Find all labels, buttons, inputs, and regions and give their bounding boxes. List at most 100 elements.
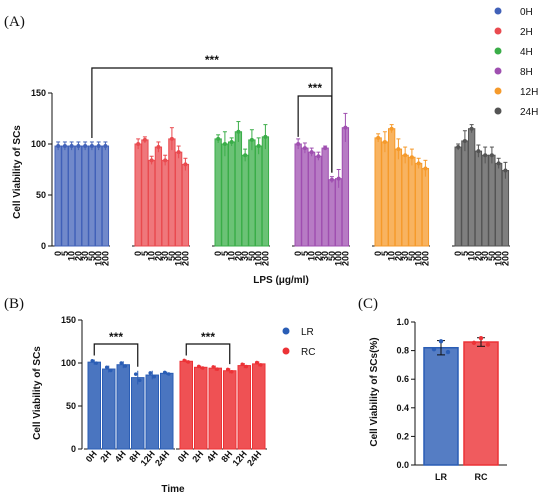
data-point <box>215 367 220 371</box>
data-point <box>200 366 205 370</box>
data-point <box>90 359 95 363</box>
data-point <box>263 134 268 139</box>
x-tick-label: 50 <box>487 251 497 261</box>
x-tick-label: 10 <box>147 251 157 261</box>
y-tick-label: 0.0 <box>396 460 409 470</box>
bar <box>468 128 476 247</box>
x-tick-label: 0H <box>84 449 99 464</box>
bar <box>101 145 110 247</box>
bar <box>168 138 176 247</box>
bar <box>102 368 116 450</box>
x-tick-label: LR <box>435 472 447 482</box>
x-tick-label: 0 <box>293 251 303 256</box>
x-tick-label: 10 <box>467 251 477 261</box>
bar <box>179 360 193 450</box>
y-tick-label: 50 <box>36 190 46 200</box>
bar <box>374 137 382 247</box>
x-tick-label: 200 <box>420 251 430 266</box>
x-tick-label: 30 <box>240 251 250 261</box>
bar <box>214 138 222 247</box>
legend-label: 0H <box>520 7 533 18</box>
y-tick-label: 0.4 <box>396 403 409 413</box>
data-point <box>166 372 171 376</box>
significance-label: *** <box>201 330 215 344</box>
bar <box>248 139 256 247</box>
data-point <box>389 126 394 131</box>
x-tick-label: 100 <box>414 251 424 266</box>
x-tick-label: 100 <box>494 251 504 266</box>
bar <box>314 155 323 247</box>
data-point <box>104 365 109 370</box>
data-point <box>416 161 421 166</box>
bar <box>423 346 459 466</box>
bar <box>148 159 156 247</box>
x-tick-label: 2H <box>190 449 205 464</box>
bar <box>481 154 489 247</box>
x-tick-label: 30 <box>320 251 330 261</box>
data-point <box>211 365 216 369</box>
bar <box>228 141 236 247</box>
data-point <box>176 150 181 155</box>
bar <box>181 163 190 247</box>
y-tick-label: 150 <box>61 315 76 325</box>
data-point <box>103 144 108 149</box>
data-point <box>156 145 161 150</box>
bar <box>454 146 462 247</box>
y-tick-label: 0 <box>41 241 46 251</box>
panel-b-x-axis-title: Time <box>161 484 185 495</box>
y-tick-label: 0.8 <box>396 346 409 356</box>
x-tick-label: 50 <box>327 251 337 261</box>
data-point <box>496 161 501 166</box>
bar <box>221 143 229 247</box>
data-point <box>56 144 61 149</box>
data-point <box>142 137 147 142</box>
bar <box>501 170 510 247</box>
bar <box>61 145 69 247</box>
data-point <box>471 340 477 346</box>
panel-a-x-axis-title: LPS (μg/ml) <box>253 275 309 286</box>
bar <box>145 374 159 450</box>
data-point <box>133 372 138 376</box>
panel-b-y-axis-title: Cell Viability of SCs <box>32 346 43 440</box>
y-tick-label: 0 <box>71 444 76 454</box>
bar <box>234 131 243 247</box>
bar <box>308 151 316 247</box>
x-tick-label: 5 <box>460 251 470 256</box>
x-tick-label: 30 <box>480 251 490 261</box>
data-point <box>186 360 191 364</box>
data-point <box>445 349 451 355</box>
data-point <box>243 153 248 158</box>
significance-bracket <box>185 343 231 365</box>
y-tick-label: 0.6 <box>396 374 409 384</box>
legend-label: 12H <box>520 87 538 98</box>
data-point <box>431 346 437 352</box>
legend-marker <box>494 107 502 115</box>
legend-label: 4H <box>520 47 533 58</box>
legend-label: RC <box>301 347 315 358</box>
x-tick-label: 0 <box>213 251 223 256</box>
data-point <box>119 361 124 365</box>
data-point <box>244 364 249 369</box>
data-point <box>476 149 481 154</box>
panel-a-y-axis-title: Cell Viability of SCs <box>12 125 23 219</box>
significance-label: *** <box>109 330 123 344</box>
data-point <box>229 369 234 374</box>
data-point <box>169 136 174 141</box>
x-tick-label: 20 <box>153 251 163 261</box>
bar <box>74 145 83 247</box>
data-point <box>343 125 348 130</box>
bar <box>401 154 409 247</box>
bar <box>95 145 103 247</box>
data-point <box>483 153 488 158</box>
data-point <box>183 162 188 167</box>
legend-marker <box>282 347 290 355</box>
data-point <box>382 139 387 144</box>
data-point <box>229 139 234 144</box>
data-point <box>182 358 187 363</box>
legend-marker <box>494 47 502 55</box>
x-tick-label: 4H <box>205 449 220 464</box>
data-point <box>469 126 474 131</box>
x-tick-label: 5 <box>220 251 230 256</box>
x-tick-label: 0H <box>176 449 191 464</box>
